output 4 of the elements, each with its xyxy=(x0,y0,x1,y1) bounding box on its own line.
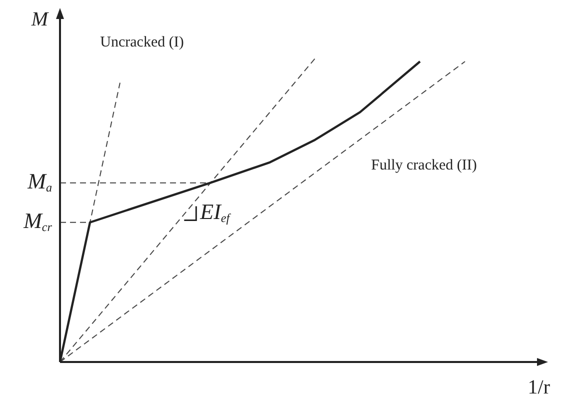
series-label: Fully cracked (II) xyxy=(371,158,477,174)
y-axis-title: M xyxy=(30,8,50,30)
x-axis-title: 1/r xyxy=(528,376,550,398)
text: Uncracked (I) xyxy=(100,34,184,51)
